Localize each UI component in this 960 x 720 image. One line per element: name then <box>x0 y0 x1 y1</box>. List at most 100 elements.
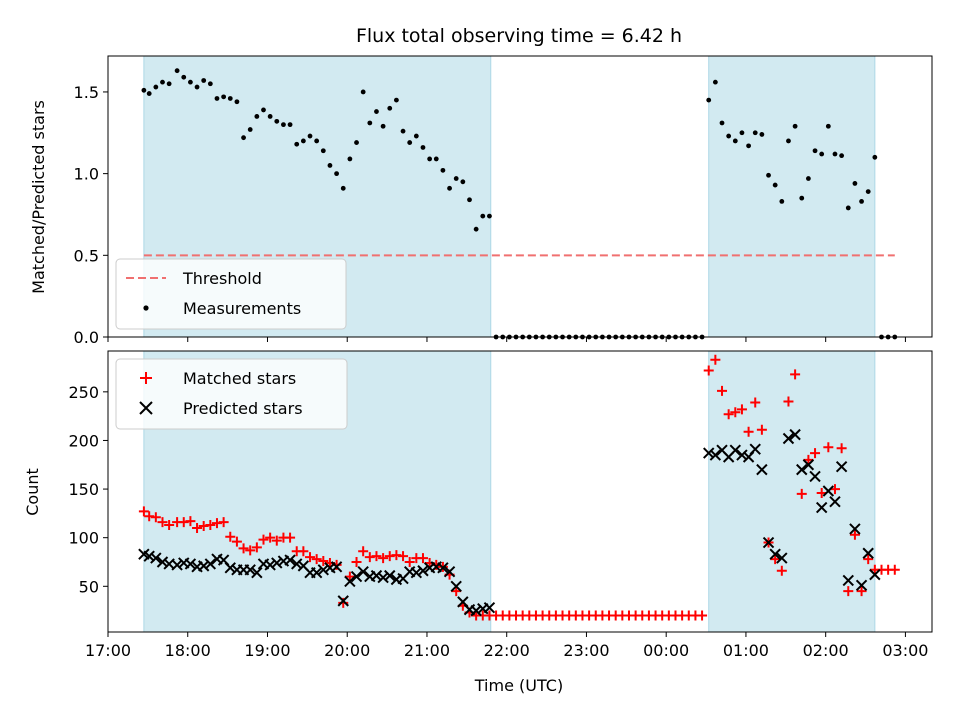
data-point <box>856 586 867 597</box>
data-point <box>450 580 462 593</box>
data-point <box>143 550 155 562</box>
data-point <box>318 556 329 567</box>
data-point <box>377 571 389 584</box>
data-point <box>314 138 320 144</box>
data-point <box>746 143 751 149</box>
data-point <box>842 574 854 587</box>
data-point <box>819 151 825 157</box>
data-point <box>776 552 788 564</box>
data-point <box>417 565 429 577</box>
data-point <box>783 396 794 407</box>
legend-box <box>115 358 348 430</box>
data-point <box>400 128 406 134</box>
data-point <box>284 554 296 566</box>
data-point <box>859 199 864 204</box>
series-predicted-stars <box>138 428 881 617</box>
data-point <box>320 148 326 154</box>
data-point <box>855 579 868 592</box>
data-point <box>453 176 459 181</box>
data-point <box>244 564 256 576</box>
data-point <box>437 562 449 574</box>
data-point <box>420 145 426 150</box>
data-point <box>812 148 818 154</box>
shaded-interval-1 <box>708 55 876 338</box>
data-point <box>291 558 303 570</box>
data-point <box>473 226 479 232</box>
y-tick-label: 250 <box>68 383 99 402</box>
data-point <box>862 547 874 559</box>
data-point <box>872 154 878 160</box>
data-point <box>779 199 785 204</box>
data-point <box>417 553 428 564</box>
data-point <box>267 114 273 119</box>
data-point <box>433 156 439 162</box>
data-point <box>712 79 718 85</box>
data-point <box>344 575 356 588</box>
bottom-panel-y-label: Count <box>23 468 42 516</box>
data-point <box>311 554 322 565</box>
data-point <box>703 447 715 459</box>
data-point <box>221 94 227 100</box>
data-point <box>480 213 486 219</box>
data-point <box>231 536 242 547</box>
data-point <box>889 564 900 575</box>
data-point <box>214 96 220 101</box>
data-point <box>360 89 366 95</box>
data-point <box>254 114 260 119</box>
top-panel-y-label: Matched/Predicted stars <box>29 100 48 294</box>
data-point <box>786 138 791 144</box>
data-point <box>358 546 369 557</box>
data-point <box>194 84 200 90</box>
data-point <box>756 463 768 476</box>
data-point <box>367 120 373 126</box>
data-point <box>790 369 801 380</box>
data-point <box>440 167 446 173</box>
x-tick-label: 20:00 <box>324 641 370 660</box>
data-point <box>204 558 217 570</box>
data-point <box>334 171 339 177</box>
data-point <box>317 564 330 576</box>
data-point <box>380 123 386 129</box>
data-point <box>743 426 754 437</box>
legend-label: Measurements <box>183 299 301 318</box>
data-point <box>185 516 196 527</box>
legend-label: Matched stars <box>183 369 296 388</box>
data-point <box>726 133 732 139</box>
data-point <box>483 601 496 614</box>
y-tick-label: 1.0 <box>74 165 99 184</box>
data-point <box>251 542 262 553</box>
y-tick-label: 100 <box>68 529 99 548</box>
data-point <box>157 517 168 528</box>
data-point <box>347 156 353 162</box>
data-point <box>407 140 413 145</box>
data-point <box>849 529 860 540</box>
plot-frame <box>107 350 933 633</box>
data-point <box>298 546 309 557</box>
data-point <box>371 551 382 562</box>
data-point <box>410 566 423 579</box>
data-point <box>153 84 159 90</box>
legend-box <box>115 258 347 330</box>
data-point <box>719 120 725 126</box>
data-point <box>772 182 778 188</box>
data-point <box>350 570 363 583</box>
data-point <box>703 365 714 376</box>
data-point <box>337 595 349 607</box>
data-point <box>697 610 708 621</box>
data-point <box>245 545 256 556</box>
y-tick-label: 200 <box>68 431 99 450</box>
data-point <box>427 156 433 162</box>
data-point <box>723 409 734 420</box>
data-point <box>404 556 415 567</box>
data-point <box>717 385 728 396</box>
y-tick-label: 0.0 <box>74 328 99 347</box>
data-point <box>287 122 293 128</box>
data-point <box>796 463 808 476</box>
data-point <box>849 523 861 535</box>
data-point <box>150 512 161 523</box>
data-point <box>823 442 834 453</box>
legend-label: Threshold <box>182 269 262 288</box>
data-point <box>792 123 798 129</box>
data-point <box>413 133 419 139</box>
data-point <box>281 122 286 128</box>
